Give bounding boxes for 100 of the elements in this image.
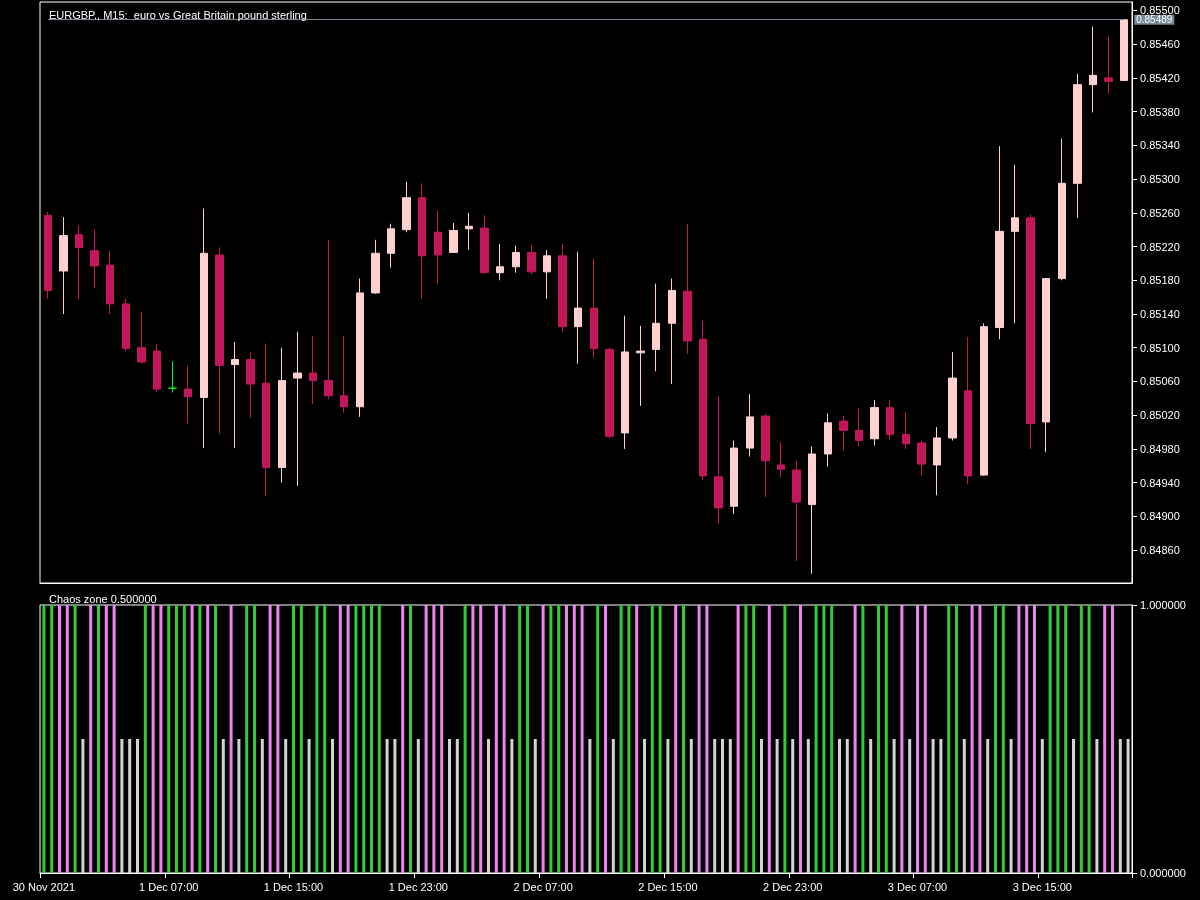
candlestick xyxy=(621,315,629,450)
candlestick xyxy=(1042,278,1050,453)
candlestick xyxy=(590,257,598,359)
y-tick-label: 0.85180 xyxy=(1140,274,1180,287)
y-tick-label: 0.85020 xyxy=(1140,409,1180,422)
candlestick xyxy=(792,460,801,562)
candlestick xyxy=(324,239,333,400)
candlestick xyxy=(761,413,770,498)
candlestick xyxy=(512,245,520,274)
candlestick xyxy=(449,222,458,253)
x-tick-label: 2 Dec 07:00 xyxy=(513,880,573,893)
candlestick xyxy=(527,244,536,275)
candlestick xyxy=(402,181,411,233)
candlestick xyxy=(293,331,302,487)
candlestick xyxy=(652,283,660,372)
candlestick xyxy=(1089,25,1097,113)
y-tick-label: 0.85220 xyxy=(1140,240,1180,253)
y-tick-label: 0.85380 xyxy=(1140,105,1180,118)
y-tick-label: 0.85500 xyxy=(1140,4,1180,17)
x-tick-label: 2 Dec 23:00 xyxy=(763,880,823,893)
candlestick xyxy=(933,426,941,496)
candlestick xyxy=(309,335,317,405)
candlestick xyxy=(636,325,645,407)
candlestick xyxy=(480,214,489,275)
candlestick xyxy=(870,399,879,447)
candlestick xyxy=(995,145,1004,340)
candlestick xyxy=(153,343,161,393)
candlestick xyxy=(1026,214,1035,450)
y-tick-label: 0.85260 xyxy=(1140,206,1180,219)
candlestick xyxy=(106,250,114,315)
candlestick xyxy=(200,208,208,449)
candlestick xyxy=(75,224,83,300)
candlestick xyxy=(496,243,504,281)
candlestick xyxy=(605,347,614,439)
y-tick-label: 0.85140 xyxy=(1140,308,1180,320)
y-tick-label: 0.85060 xyxy=(1140,375,1180,388)
candlestick xyxy=(90,229,99,289)
candlestick xyxy=(215,246,224,435)
y-tick-label: 1.000000 xyxy=(1140,599,1186,611)
candlestick xyxy=(668,278,676,385)
candlestick xyxy=(1073,73,1082,219)
text: EURGBP., M15: euro vs Great Britain pound sterling xyxy=(49,8,307,21)
y-tick-label: 0.85100 xyxy=(1140,341,1180,354)
candlestick xyxy=(699,320,707,481)
candlestick xyxy=(777,441,785,479)
y-tick-label: 0.85420 xyxy=(1140,71,1180,84)
candlestick xyxy=(184,364,192,425)
candlestick xyxy=(980,322,988,477)
y-tick-label: 0.84980 xyxy=(1140,442,1180,455)
candlestick xyxy=(886,399,894,441)
candlestick xyxy=(278,347,286,484)
candlestick xyxy=(387,223,395,269)
candlestick xyxy=(356,278,364,418)
candlestick xyxy=(964,336,972,485)
y-tick-label: 0.85460 xyxy=(1140,38,1180,51)
candlestick xyxy=(231,341,239,449)
x-tick-label: 1 Dec 07:00 xyxy=(139,880,199,893)
candlestick xyxy=(122,298,130,352)
candlestick xyxy=(808,445,816,575)
candlestick xyxy=(574,251,582,365)
candlestick xyxy=(730,439,738,515)
candlestick xyxy=(418,182,426,300)
candlestick xyxy=(746,393,754,458)
candlestick xyxy=(371,239,380,295)
x-tick-label: 3 Dec 07:00 xyxy=(887,880,948,893)
y-tick-label: 0.84940 xyxy=(1140,476,1180,489)
candlestick xyxy=(543,249,551,300)
candlestick xyxy=(262,343,270,497)
y-tick-label: 0.84900 xyxy=(1140,510,1180,523)
candlestick xyxy=(137,310,146,365)
candlestick xyxy=(168,360,177,393)
ref-line-label: 0.85489 xyxy=(1136,14,1173,26)
chart-title: Chaos zone 0.500000 xyxy=(49,592,157,605)
y-tick-label: 0.84860 xyxy=(1140,544,1180,557)
candlestick xyxy=(44,211,52,300)
y-tick-label: 0.85300 xyxy=(1140,173,1180,186)
candlestick xyxy=(434,209,442,285)
candlestick xyxy=(59,216,68,315)
candlestick xyxy=(1120,18,1128,81)
candlestick xyxy=(917,439,926,477)
x-tick-label: 2 Dec 15:00 xyxy=(638,880,698,893)
candlestick xyxy=(824,413,832,468)
x-tick-label: 3 Dec 15:00 xyxy=(1012,880,1072,893)
x-tick-label: 1 Dec 15:00 xyxy=(263,880,324,893)
candlestick xyxy=(855,407,863,447)
y-tick-label: 0.85340 xyxy=(1140,139,1180,152)
candlestick xyxy=(839,415,848,452)
candlestick xyxy=(948,351,957,441)
candlestick xyxy=(558,243,567,333)
candlestick xyxy=(340,335,348,414)
candlestick xyxy=(1104,36,1113,95)
candlestick xyxy=(683,223,692,355)
candlestick xyxy=(1058,138,1066,281)
candlestick xyxy=(714,395,723,525)
candlestick xyxy=(246,351,255,419)
candlestick xyxy=(902,411,910,450)
x-tick-label: 1 Dec 23:00 xyxy=(388,880,448,893)
y-tick-label: 0.000000 xyxy=(1140,867,1186,879)
candlestick xyxy=(1011,164,1019,324)
candlestick xyxy=(465,212,473,251)
